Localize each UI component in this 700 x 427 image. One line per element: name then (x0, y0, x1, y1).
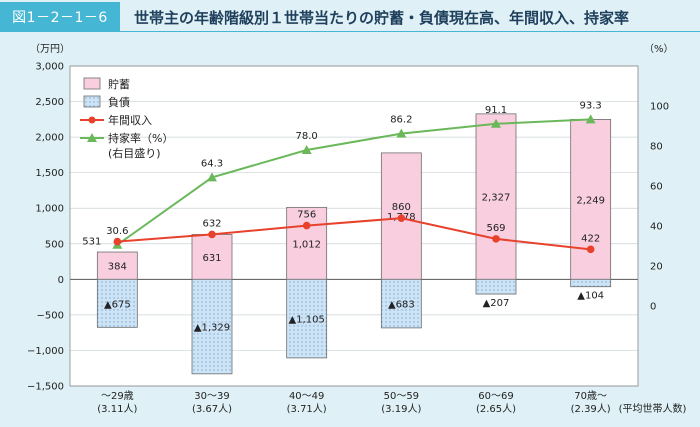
legend-income-marker (88, 116, 96, 124)
debt-bar (96, 278, 138, 328)
income-label: 756 (297, 210, 316, 221)
savings-label: 384 (108, 261, 127, 272)
debt-label: ▲104 (577, 291, 604, 302)
category-label: 40～49 (289, 391, 324, 402)
legend-savings-swatch (83, 77, 101, 90)
income-label: 531 (82, 237, 101, 248)
category-sublabel: (2.65人) (476, 403, 516, 415)
legend-savings-label: 貯蓄 (108, 78, 130, 91)
debt-bar (286, 278, 328, 359)
left-tick-label: 1,500 (35, 168, 64, 179)
right-tick-label: 60 (650, 182, 663, 193)
figure-header: 図1－2－1－6 世帯主の年齢階級別１世帯当たりの貯蓄・負債現在高、年間収入、持… (0, 0, 700, 34)
ownership-label: 86.2 (390, 115, 412, 126)
debt-label: ▲683 (388, 300, 415, 311)
ownership-point (491, 118, 501, 128)
income-point (113, 237, 122, 246)
ownership-label: 78.0 (296, 131, 318, 142)
legend-ownership-note: (右目盛り) (108, 146, 161, 160)
ownership-label: 91.1 (485, 105, 507, 116)
right-tick-label: 40 (650, 222, 663, 233)
left-tick-label: −1,000 (27, 346, 64, 357)
right-tick-label: 0 (650, 302, 656, 313)
income-point (586, 245, 595, 254)
legend-debt-label: 負債 (108, 95, 130, 109)
plot-area (70, 66, 638, 386)
savings-label: 2,327 (482, 193, 511, 204)
legend-income-label: 年間収入 (108, 113, 152, 127)
right-tick-label: 80 (650, 142, 663, 153)
left-tick-label: 500 (45, 239, 64, 250)
ownership-line (116, 118, 591, 246)
category-sublabel: (3.11人) (97, 403, 137, 415)
debt-label: ▲675 (104, 299, 131, 310)
left-tick-label: −1,500 (27, 382, 64, 393)
category-label: 50～59 (384, 391, 419, 402)
legend-ownership-marker (87, 133, 97, 142)
category-label: 30～39 (194, 391, 229, 402)
savings-bar (475, 113, 517, 280)
category-label: 70歳～ (574, 390, 607, 402)
left-tick-label: 2,000 (35, 133, 64, 144)
debt-bar (570, 278, 612, 288)
category-sublabel: (3.67人) (192, 403, 232, 415)
plot-frame (69, 65, 639, 387)
left-tick-label: 2,500 (35, 97, 64, 108)
ownership-point (207, 172, 217, 182)
header-rule (120, 31, 700, 32)
income-point (302, 221, 311, 230)
category-sublabel: (3.19人) (381, 403, 421, 415)
savings-label: 631 (202, 253, 221, 264)
savings-bar (96, 251, 138, 280)
savings-label: 1,012 (292, 239, 321, 250)
right-axis-unit: （%） (644, 43, 674, 55)
category-sublabel: (3.71人) (287, 403, 327, 415)
legend-debt-swatch (83, 95, 101, 108)
ownership-label: 64.3 (201, 158, 223, 169)
debt-label: ▲1,105 (289, 315, 325, 326)
figure-label: 図1－2－1－6 (0, 2, 120, 32)
ownership-point (585, 114, 596, 124)
income-point (397, 214, 406, 222)
left-tick-label: −500 (37, 310, 64, 321)
right-tick-label: 20 (650, 262, 663, 273)
income-label: 422 (581, 233, 600, 244)
ownership-label: 93.3 (580, 100, 602, 111)
income-line (117, 217, 591, 251)
left-tick-label: 3,000 (35, 62, 64, 73)
left-tick-label: 0 (58, 275, 64, 286)
debt-bar (475, 278, 517, 295)
ownership-point (396, 128, 407, 138)
category-label: 60～69 (478, 391, 513, 402)
debt-bar (191, 278, 233, 375)
income-point (208, 230, 216, 239)
income-point (492, 235, 500, 243)
ownership-label: 30.6 (106, 226, 128, 237)
legend-ownership-label: 持家率（%） (108, 131, 173, 145)
category-label: ～29歳 (101, 390, 134, 402)
ownership-point (301, 145, 312, 154)
debt-label: ▲207 (483, 298, 510, 309)
income-label: 569 (486, 223, 505, 234)
category-sublabel: (2.39人) (571, 403, 611, 415)
left-tick-label: 1,000 (35, 204, 64, 215)
household-note: (平均世帯人数) (619, 402, 687, 415)
debt-label: ▲1,329 (194, 323, 230, 334)
savings-bar (286, 206, 328, 280)
income-label: 860 (392, 202, 411, 213)
figure-title: 世帯主の年齢階級別１世帯当たりの貯蓄・負債現在高、年間収入、持家率 (134, 8, 630, 27)
debt-bar (380, 278, 422, 329)
income-label: 632 (202, 218, 221, 229)
chart: 384▲675631▲1,3291,012▲1,1051,778▲6832,32… (27, 43, 687, 415)
savings-label: 2,249 (576, 195, 605, 206)
right-tick-label: 100 (650, 102, 669, 113)
left-axis-unit: （万円） (30, 43, 70, 55)
